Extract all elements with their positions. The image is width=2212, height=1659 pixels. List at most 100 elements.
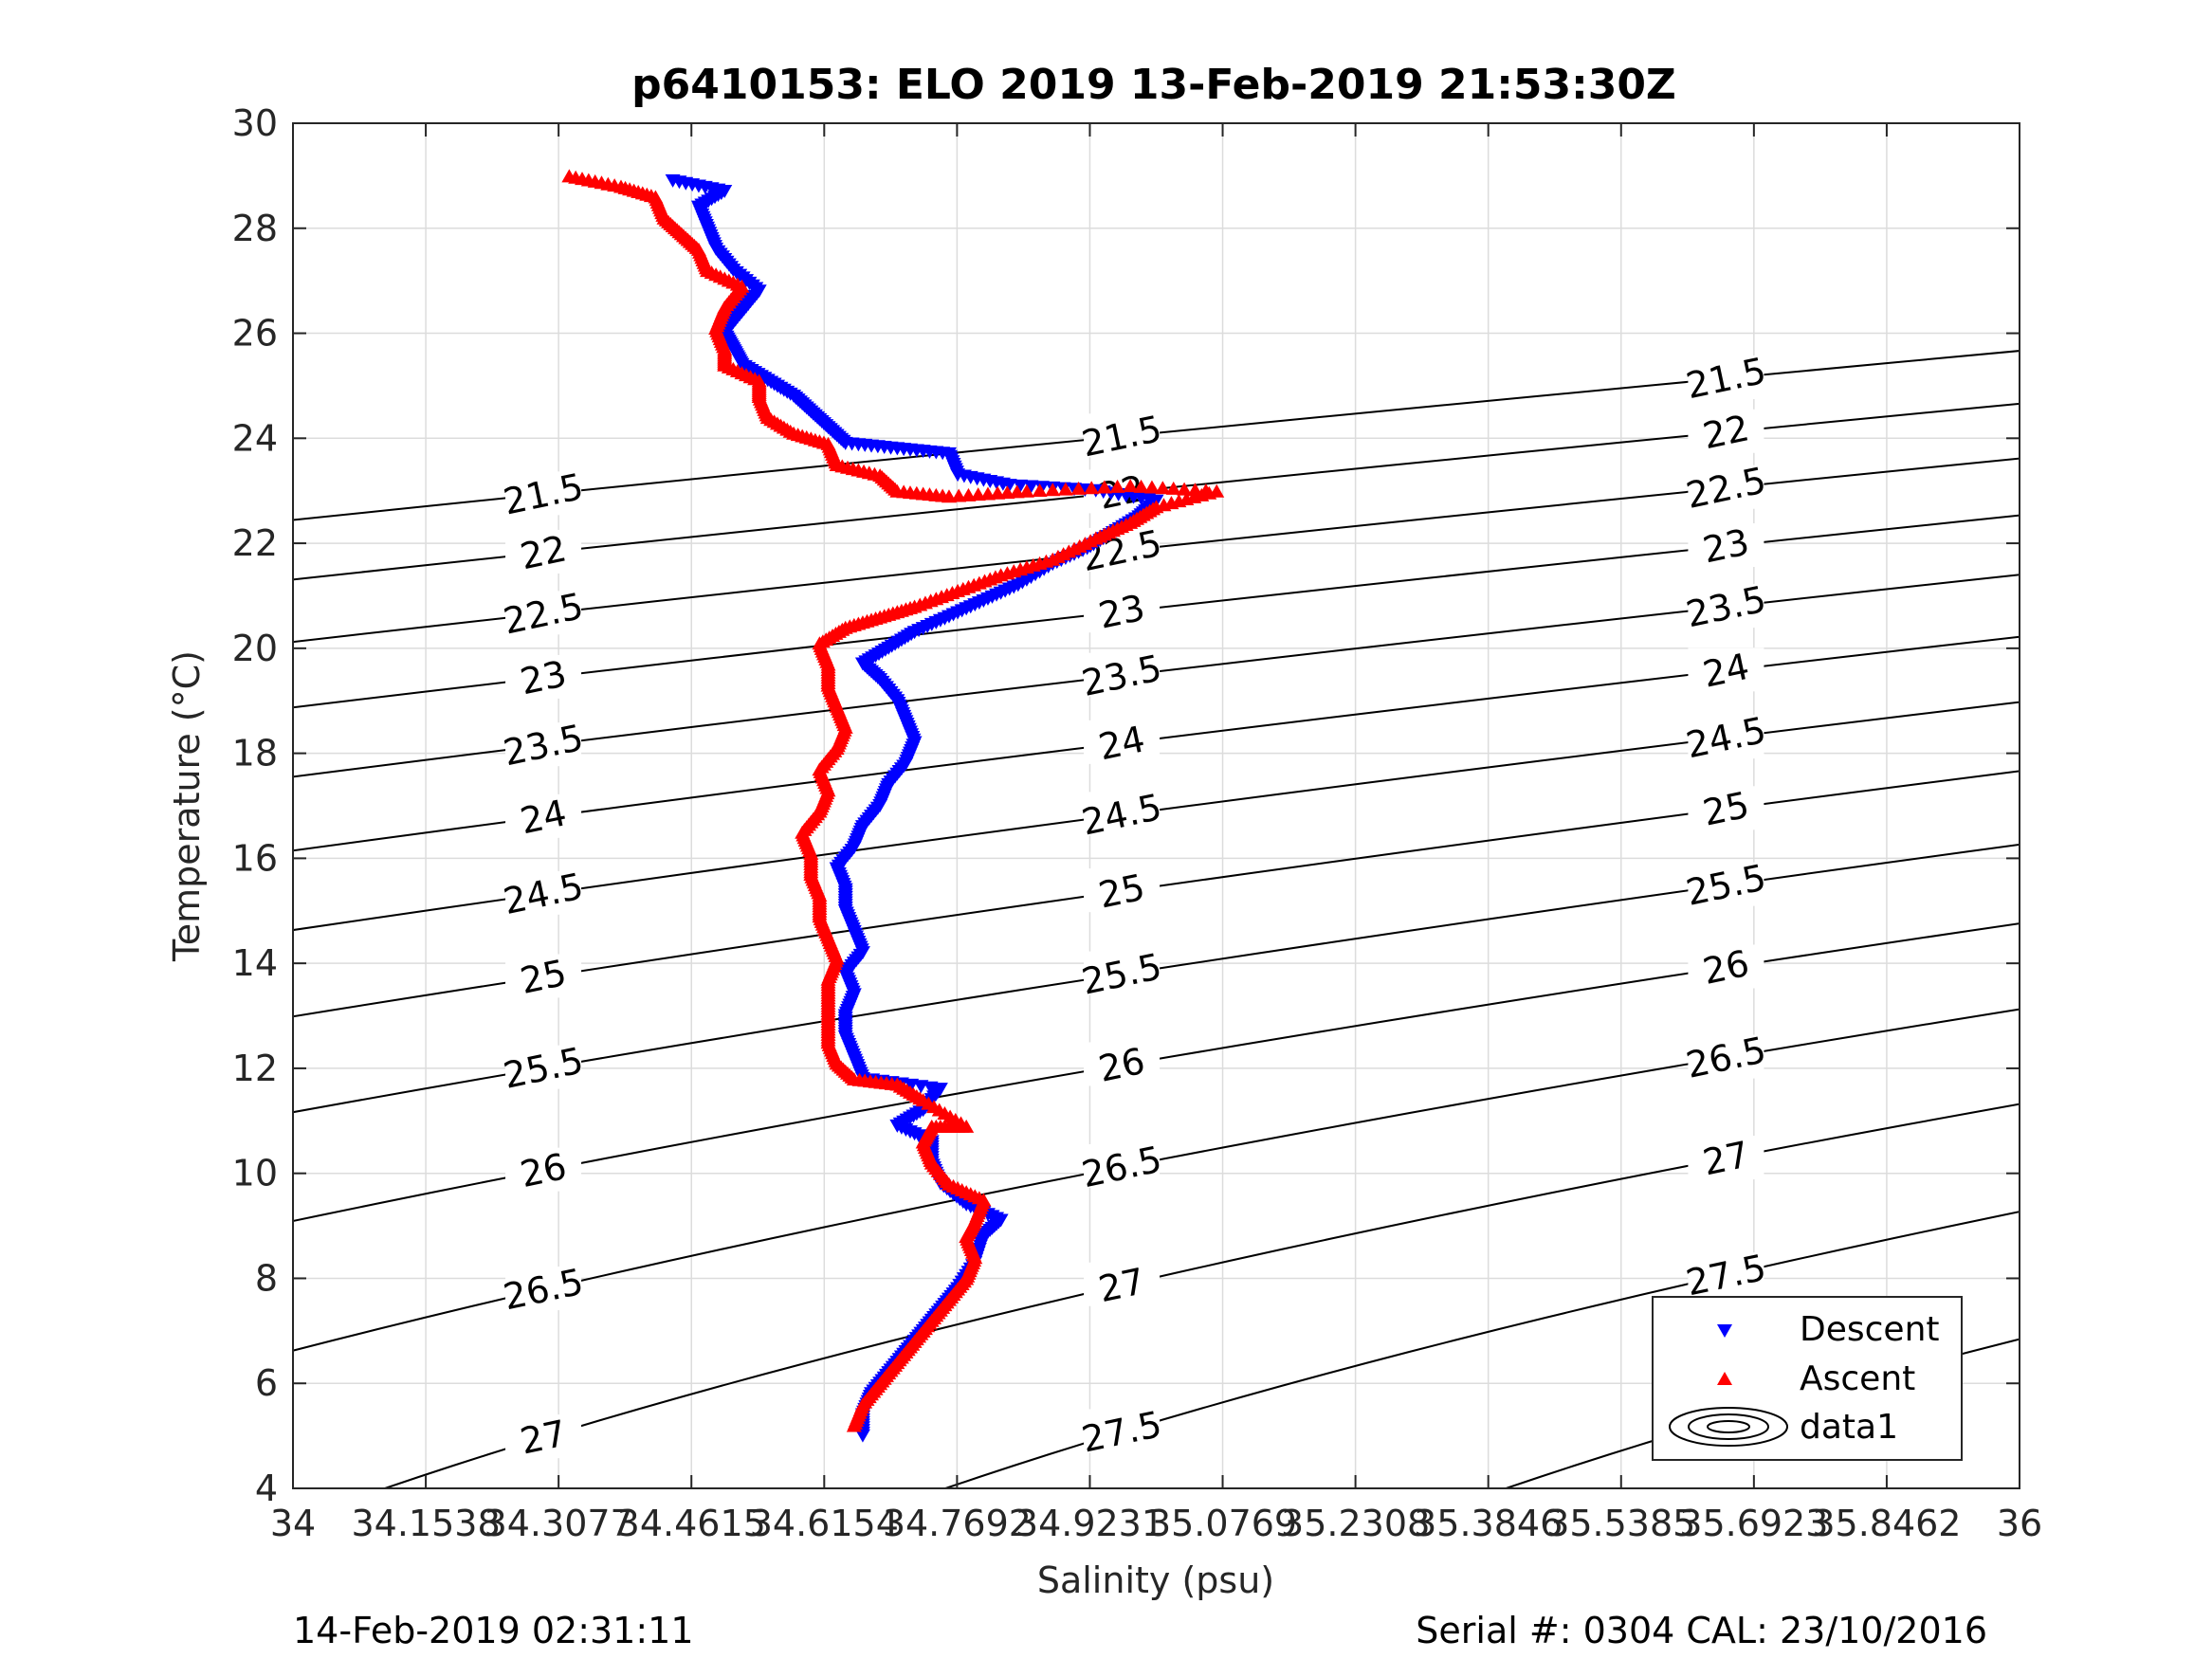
- contour-label-bg: [505, 471, 582, 516]
- x-tick-label: 35.8462: [1812, 1503, 1961, 1544]
- ascent-point: [1109, 479, 1125, 493]
- footer-serial-cal: Serial #: 0304 CAL: 23/10/2016: [1416, 1610, 1987, 1651]
- x-tick-label: 34.3077: [484, 1503, 633, 1544]
- contour-label-bg: [1688, 944, 1764, 989]
- contour-label-bg: [1084, 1409, 1161, 1453]
- ascent-point: [1096, 480, 1112, 494]
- density-contour-27.5: [944, 1211, 2020, 1488]
- contour-label-bg: [505, 1147, 582, 1192]
- contour-label-bg: [505, 1267, 582, 1311]
- contour-label-26: 26: [517, 1145, 570, 1195]
- contour-label-bg: [1688, 1034, 1764, 1079]
- ascent-point: [1209, 483, 1225, 498]
- y-axis-label: Temperature (°C): [166, 650, 208, 962]
- descent-point: [932, 1083, 948, 1097]
- ascent-point: [999, 485, 1015, 500]
- density-contours: 21.521.521.522222222.522.522.523232323.5…: [293, 350, 2020, 1488]
- ascent-point: [960, 487, 977, 501]
- contour-label-bg: [1084, 1262, 1161, 1306]
- legend-ascent-marker: [1717, 1372, 1732, 1385]
- y-tick-label: 30: [232, 102, 278, 144]
- contour-label-bg: [505, 870, 582, 915]
- series-ascent: [561, 169, 1225, 1432]
- ascent-point: [970, 487, 986, 501]
- contour-label-23: 23: [1699, 521, 1752, 572]
- ascent-point: [951, 488, 967, 502]
- ascent-point: [1018, 483, 1034, 498]
- contour-label-bg: [505, 954, 582, 998]
- y-tick-label: 18: [232, 733, 278, 775]
- x-tick-label: 34.6154: [750, 1503, 899, 1544]
- contour-label-bg: [1688, 523, 1764, 568]
- footer-timestamp: 14-Feb-2019 02:31:11: [293, 1610, 694, 1651]
- contour-label-27: 27: [517, 1413, 570, 1463]
- contour-label-bg: [1084, 720, 1161, 764]
- x-tick-label: 34.9231: [1015, 1503, 1164, 1544]
- descent-point: [1023, 480, 1039, 494]
- ascent-point: [1177, 482, 1193, 496]
- y-tick-label: 20: [232, 628, 278, 669]
- y-tick-label: 26: [232, 313, 278, 355]
- contour-label-bg: [505, 793, 582, 838]
- descent-point: [923, 1081, 939, 1095]
- ascent-point: [1143, 480, 1160, 494]
- contour-label-bg: [1688, 786, 1764, 830]
- legend: Descent Ascent data1: [1652, 1296, 1963, 1461]
- ascent-point: [561, 169, 577, 183]
- descent-point: [665, 173, 681, 188]
- y-tick-label: 14: [232, 942, 278, 984]
- contour-label-bg: [505, 1414, 582, 1459]
- x-tick-label: 35.0769: [1148, 1503, 1297, 1544]
- contour-label-bg: [1688, 584, 1764, 629]
- ascent-point: [1032, 483, 1048, 497]
- contour-label-23: 23: [517, 652, 570, 702]
- x-tick-label: 36: [1997, 1503, 2042, 1544]
- y-tick-label: 16: [232, 837, 278, 879]
- contour-label-bg: [1084, 652, 1161, 697]
- contour-label-27: 27: [1095, 1260, 1148, 1310]
- ascent-point: [1070, 481, 1087, 495]
- density-contour-26.5: [293, 1008, 2020, 1352]
- contour-label-bg: [1688, 465, 1764, 509]
- legend-box: [1652, 1296, 1963, 1461]
- contour-label-22: 22: [517, 527, 570, 577]
- contour-label-bg: [1688, 409, 1764, 453]
- y-tick-label: 10: [232, 1153, 278, 1194]
- legend-descent-label: Descent: [1800, 1310, 1940, 1349]
- x-tick-label: 35.2308: [1281, 1503, 1430, 1544]
- legend-data1-label: data1: [1800, 1408, 1898, 1447]
- y-tick-label: 12: [232, 1048, 278, 1089]
- descent-point: [913, 1080, 929, 1094]
- legend-ascent-label: Ascent: [1800, 1359, 1915, 1398]
- ascent-point: [979, 486, 996, 501]
- contour-label-24: 24: [1699, 646, 1752, 696]
- ascent-point: [1155, 481, 1171, 495]
- contour-label-25: 25: [1095, 866, 1148, 917]
- contour-label-25: 25: [1699, 784, 1752, 834]
- contour-label-bg: [505, 654, 582, 699]
- contour-label-bg: [1084, 1042, 1161, 1086]
- y-tick-label: 28: [232, 208, 278, 249]
- contour-label-24: 24: [1095, 718, 1148, 768]
- density-contour-24.5: [293, 701, 2020, 932]
- contour-label-bg: [1688, 715, 1764, 759]
- contour-label-26: 26: [1699, 942, 1752, 993]
- contour-label-bg: [1084, 792, 1161, 836]
- contour-label-27: 27: [1699, 1133, 1752, 1183]
- x-tick-label: 34: [270, 1503, 316, 1544]
- legend-descent-marker: [1717, 1324, 1732, 1338]
- contour-label-bg: [1688, 1136, 1764, 1180]
- x-tick-label: 34.4615: [617, 1503, 766, 1544]
- y-tick-label: 4: [255, 1468, 278, 1509]
- descent-point: [1013, 479, 1029, 493]
- ascent-point: [1165, 481, 1181, 495]
- y-tick-label: 6: [255, 1362, 278, 1404]
- ascent-point: [1045, 483, 1061, 497]
- plot-frame: [292, 122, 2020, 1489]
- ascent-point: [1197, 483, 1214, 497]
- contour-label-bg: [1084, 589, 1161, 633]
- x-tick-label: 35.3846: [1414, 1503, 1563, 1544]
- contour-label-bg: [505, 591, 582, 635]
- ascent-point: [1057, 482, 1073, 496]
